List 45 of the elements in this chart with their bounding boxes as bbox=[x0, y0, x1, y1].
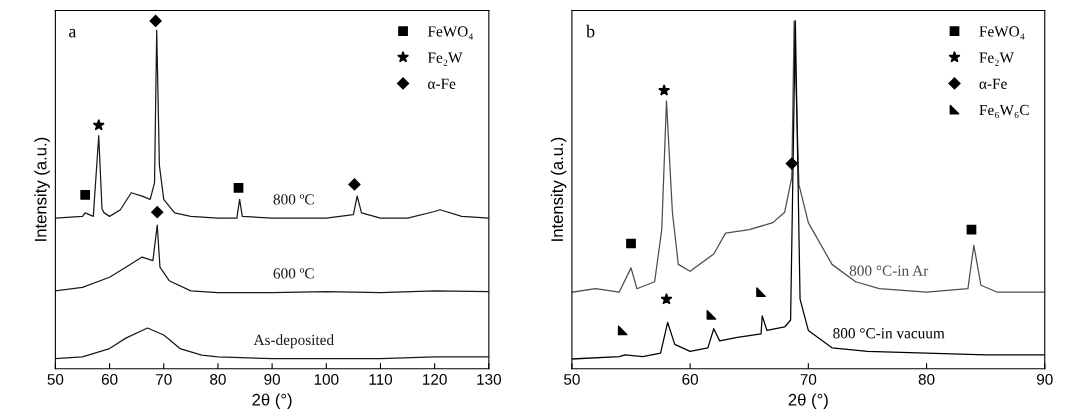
x-tick-label: 50 bbox=[564, 373, 580, 385]
point bbox=[233, 182, 244, 193]
annotation: a bbox=[69, 28, 77, 38]
series-label: 800 ºC bbox=[273, 194, 314, 205]
x-tick-label: 80 bbox=[918, 373, 935, 385]
x-axis-title: 2θ (°) bbox=[252, 393, 292, 409]
legend-label: Fe₂W bbox=[979, 52, 1014, 66]
legend-label: α-Fe bbox=[979, 78, 1007, 89]
point bbox=[706, 309, 717, 320]
legend-label: FeWO₄ bbox=[427, 26, 474, 40]
x-tick-label: 90 bbox=[1036, 373, 1053, 385]
x-tick-label: 100 bbox=[314, 373, 339, 385]
legend-label: FeWO₄ bbox=[979, 26, 1025, 40]
x-tick-label: 70 bbox=[156, 373, 172, 385]
point bbox=[92, 119, 105, 131]
point bbox=[149, 14, 162, 28]
legend-label: Fe₂W bbox=[427, 52, 463, 66]
x-tick-label: 60 bbox=[682, 373, 699, 385]
point bbox=[348, 178, 361, 191]
x-tick-label: 120 bbox=[423, 373, 447, 385]
legend-label: α-Fe bbox=[428, 78, 456, 89]
point bbox=[658, 84, 671, 96]
annotation: b bbox=[586, 24, 595, 38]
point bbox=[151, 206, 164, 219]
point bbox=[785, 157, 798, 170]
point bbox=[626, 238, 636, 249]
series-label: As-deposited bbox=[253, 334, 334, 349]
series-label: 800 °C-in vacuum bbox=[833, 328, 945, 339]
point bbox=[80, 189, 91, 200]
y-axis-title: Intensity (a.u.) bbox=[550, 137, 567, 241]
legend-label: Fe₆W₆C bbox=[979, 104, 1029, 119]
x-tick-label: 130 bbox=[477, 373, 501, 385]
x-tick-label: 60 bbox=[101, 373, 118, 385]
point bbox=[617, 325, 628, 336]
x-tick-label: 50 bbox=[47, 373, 64, 385]
series-label: 600 ºC bbox=[273, 268, 314, 279]
x-tick-label: 90 bbox=[264, 373, 281, 385]
x-tick-label: 110 bbox=[369, 373, 393, 385]
point bbox=[756, 287, 766, 298]
x-axis-title: 2θ (°) bbox=[788, 393, 828, 409]
x-tick-label: 80 bbox=[210, 373, 226, 385]
x-tick-label: 70 bbox=[800, 373, 817, 385]
series-label: 800 °C-in Ar bbox=[849, 265, 929, 276]
y-axis-title: Intensity (a.u.) bbox=[34, 137, 50, 241]
point bbox=[660, 292, 673, 305]
